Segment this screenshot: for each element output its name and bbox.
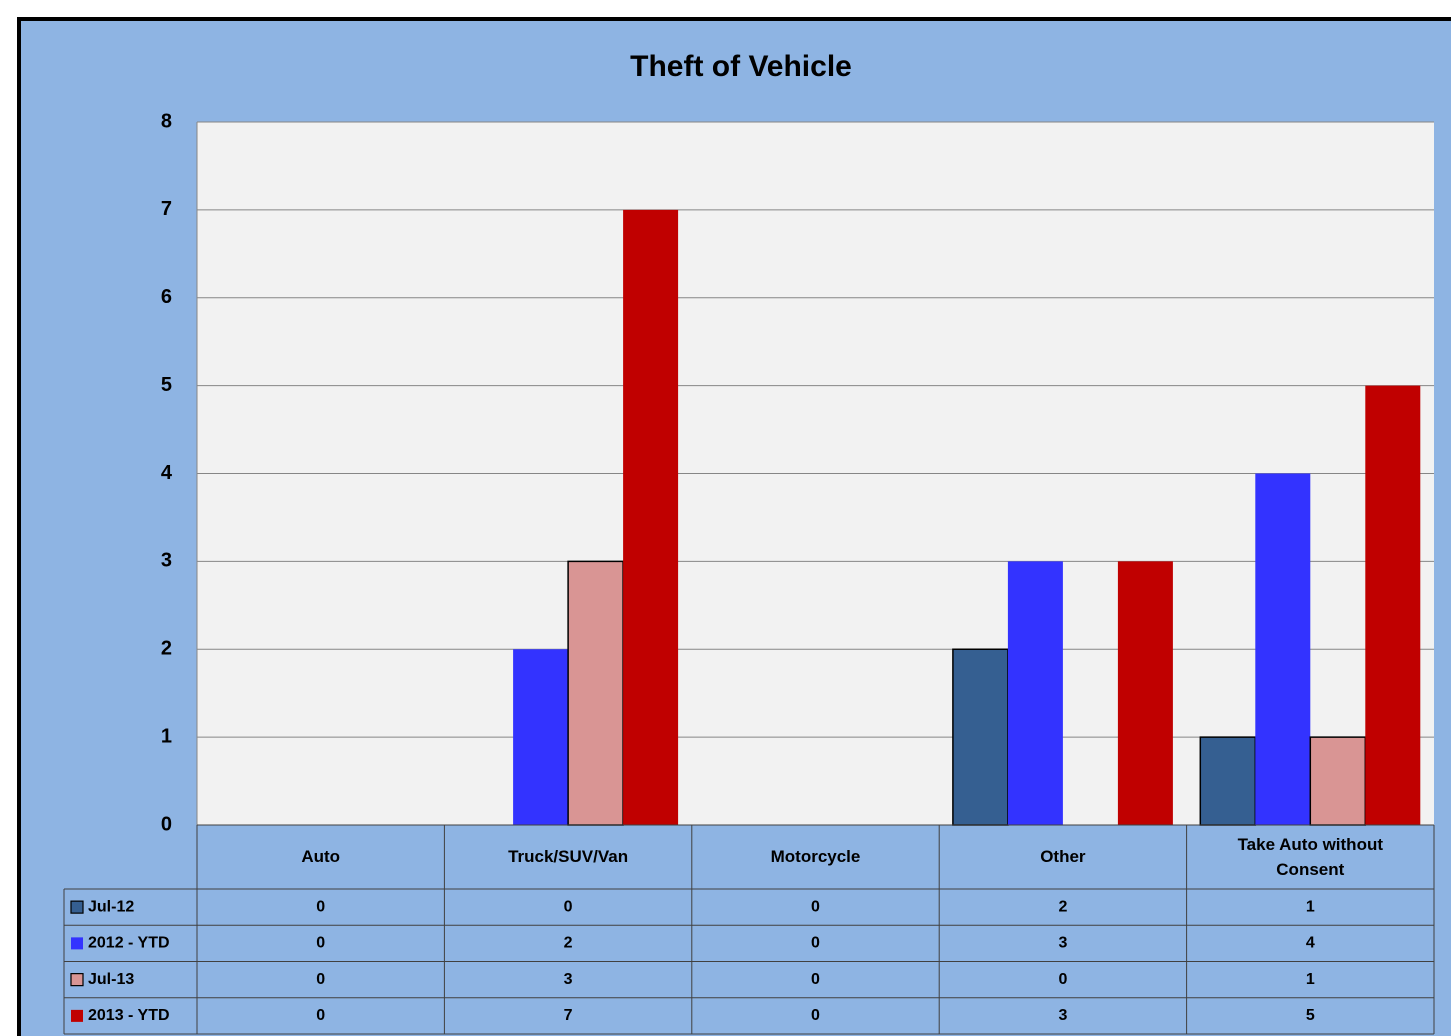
bar [513,649,569,825]
table-value: 0 [316,971,325,988]
table-value: 4 [1306,935,1315,952]
table-value: 0 [811,898,820,915]
bar [1199,736,1257,826]
table-value: 0 [811,971,820,988]
table-value: 0 [316,1007,325,1024]
bar [567,560,624,826]
category-cell: Take Auto without Consent [1237,834,1383,880]
y-tick-label: 1 [161,725,172,747]
y-tick-label: 4 [161,462,173,484]
y-tick-label: 5 [161,374,172,396]
table-value: 1 [1306,971,1315,988]
legend-key [70,900,84,914]
y-tick-label: 3 [161,550,172,572]
legend-label: Jul-12 [88,898,134,915]
table-value: 0 [316,935,325,952]
y-tick-label: 8 [161,110,172,132]
category-cell: Other [1040,847,1086,867]
y-tick-label: 2 [161,638,172,660]
table-value: 0 [1058,971,1067,988]
table-value: 0 [564,898,573,915]
x-tick-label: Other [1040,847,1086,867]
x-tick-label: Truck/SUV/Van [508,847,629,867]
category-cell: Truck/SUV/Van [508,847,629,867]
table-value: 3 [1058,1007,1067,1024]
bar [1365,385,1421,825]
bar [1255,473,1311,825]
chart-title: Theft of Vehicle [630,50,852,83]
table-value: 3 [1058,935,1067,952]
bar [1007,561,1063,825]
bar [1117,561,1173,825]
table-value: 0 [811,935,820,952]
table-value: 0 [811,1007,820,1024]
legend-label: Jul-13 [88,971,134,988]
x-tick-label: Motorcycle [770,847,861,867]
y-tick-label: 6 [161,286,172,308]
bar [952,648,1009,826]
table-value: 2 [564,935,573,952]
y-tick-label: 7 [161,198,172,220]
table-value: 7 [564,1007,573,1024]
legend-key [71,937,83,950]
table-value: 3 [564,971,573,988]
bar [1309,736,1367,826]
legend-key [70,973,84,987]
table-value: 2 [1058,898,1067,915]
bar [623,209,679,825]
legend-key [71,1009,83,1022]
x-tick-label: Auto [301,847,341,867]
table-value: 5 [1306,1007,1315,1024]
table-value: 1 [1306,898,1315,915]
x-tick-label: Take Auto without Consent [1237,834,1383,880]
category-cell: Motorcycle [770,847,861,867]
legend-label: 2013 - YTD [88,1007,170,1024]
table-value: 0 [316,898,325,915]
category-cell: Auto [301,847,341,867]
legend-label: 2012 - YTD [88,935,170,952]
y-tick-label: 0 [161,813,172,835]
